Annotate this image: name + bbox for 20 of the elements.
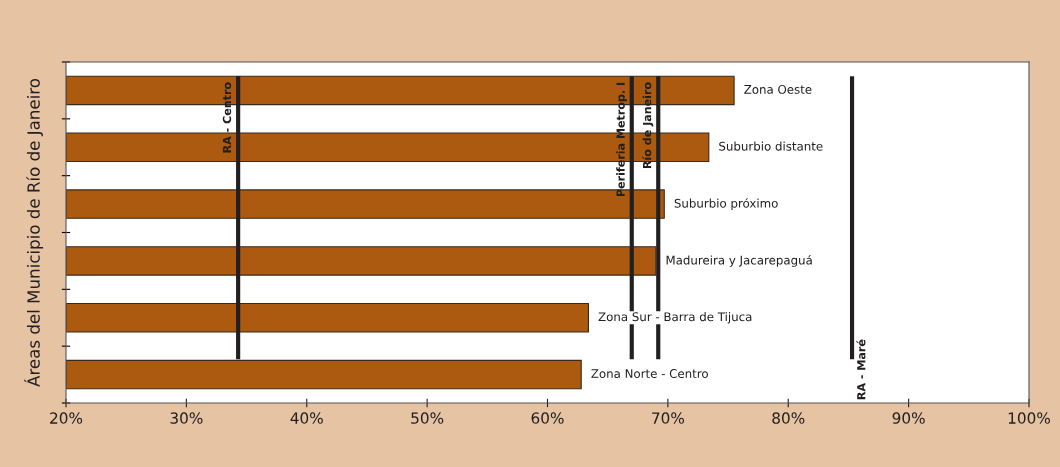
y-tick-label: Suburbio distante — [719, 141, 823, 151]
x-tick-label: 30% — [170, 412, 203, 424]
x-tick-label: 70% — [652, 412, 685, 424]
x-tick-label: 100% — [1008, 412, 1050, 424]
ref-line-label: Río de Janeiro — [642, 82, 654, 169]
y-tick-label: Suburbio próximo — [674, 198, 778, 211]
ref-line-label: RA - Centro — [222, 82, 232, 153]
y-axis-title: Áreas del Municipio de Río de Janeiro — [24, 78, 44, 387]
y-tick-label: Zona Sur - Barra de Tijuca — [598, 312, 752, 324]
y-tick-label: Zona Norte - Centro — [591, 369, 708, 379]
x-tick-label: 40% — [290, 412, 323, 424]
y-tick-label: Zona Oeste — [744, 84, 812, 94]
x-tick-label: 60% — [531, 412, 564, 424]
y-tick-label: Madureira y Jacarepaguá — [666, 254, 812, 267]
x-tick-label: 90% — [892, 412, 925, 424]
x-tick-label: 80% — [772, 412, 805, 424]
ref-line-label: RA - Maré — [856, 339, 866, 400]
x-tick-label: 50% — [411, 412, 444, 424]
x-tick-label: 20% — [50, 412, 83, 424]
ref-line-label: Periferia Metrop. I — [616, 82, 627, 197]
